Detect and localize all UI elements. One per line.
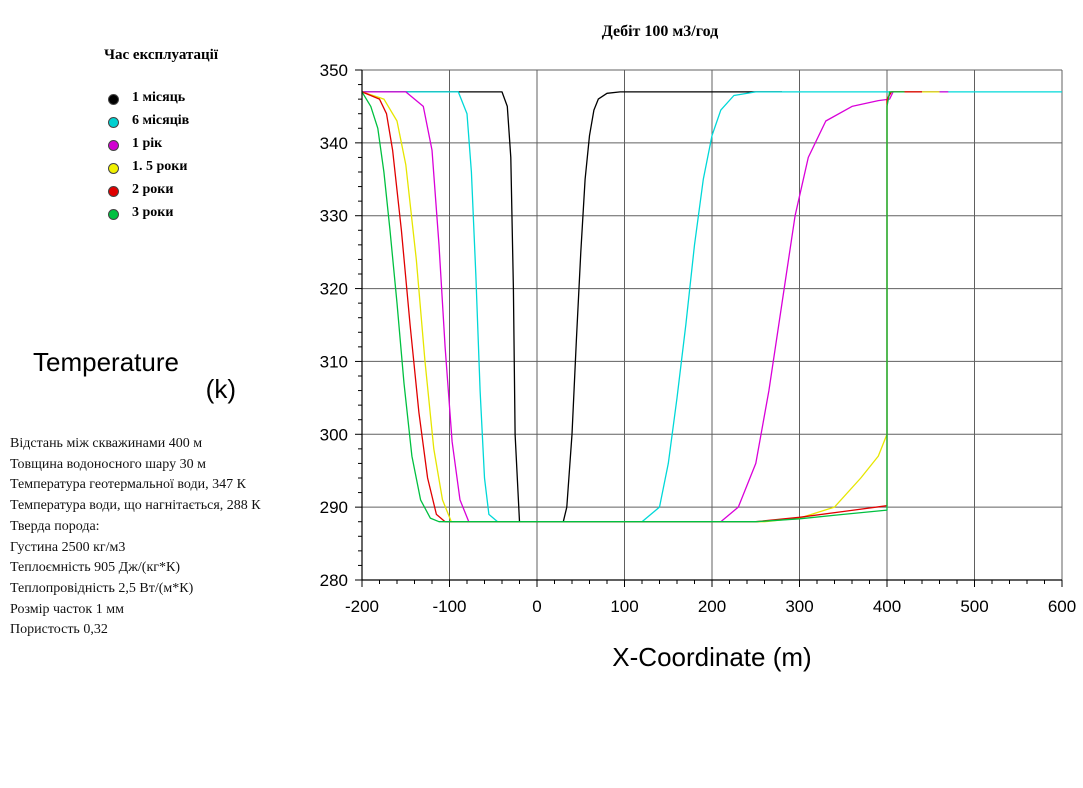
series-line-3 — [362, 91, 949, 523]
parameter-line: Теплопровідність 2,5 Вт/(м*К) — [10, 580, 194, 596]
legend-marker-icon — [108, 163, 119, 174]
x-axis-label: X-Coordinate (m) — [612, 642, 811, 672]
y-tick-label: 330 — [320, 207, 348, 226]
parameter-line: Пористость 0,32 — [10, 622, 108, 638]
parameter-line: Температура геотермальної води, 347 К — [10, 477, 246, 493]
x-tick-label: 200 — [698, 597, 726, 616]
series-line-6 — [361, 91, 905, 523]
x-tick-label: 100 — [610, 597, 638, 616]
x-tick-label: 600 — [1048, 597, 1076, 616]
y-tick-label: 340 — [320, 134, 348, 153]
x-tick-label: 500 — [960, 597, 988, 616]
legend-title: Час експлуатації — [104, 47, 219, 63]
legend-label: 1 рік — [132, 136, 163, 151]
chart-title: Дебіт 100 м3/год — [602, 23, 718, 40]
x-tick-label: 0 — [532, 597, 541, 616]
axes: -200 -100 0 100 200 300 400 500 600 280 290 300 310 3… — [320, 61, 1077, 616]
y-tick-label: 290 — [320, 498, 348, 517]
legend-label: 6 місяців — [132, 113, 190, 128]
x-tick-label: -100 — [432, 597, 466, 616]
legend-label: 1. 5 роки — [132, 159, 188, 174]
y-tick-label: 350 — [320, 61, 348, 80]
grid — [361, 69, 1063, 581]
legend-marker-icon — [108, 94, 119, 105]
legend-label: 1 місяць — [132, 90, 186, 105]
parameter-line: Густина 2500 кг/м3 — [10, 539, 126, 555]
x-tick-label: 300 — [785, 597, 813, 616]
legend-marker-icon — [108, 209, 119, 220]
legend-marker-icon — [108, 140, 119, 151]
series-lines — [361, 91, 1062, 523]
legend-label: 3 роки — [132, 205, 174, 220]
series-line-5 — [361, 91, 922, 523]
parameter-line: Товщина водоносного шару 30 м — [10, 456, 206, 472]
legend-label: 2 роки — [132, 182, 174, 197]
y-tick-label: 300 — [320, 425, 348, 444]
series-line-4 — [361, 91, 940, 523]
series-line-1 — [362, 91, 782, 523]
parameter-line: Тверда порода: — [10, 518, 100, 534]
legend-marker-icon — [108, 186, 119, 197]
parameter-line: Температура води, що нагнітається, 288 К — [10, 498, 261, 514]
y-tick-label: 280 — [320, 571, 348, 590]
parameters-panel: Відстань між скважинами 400 м Товщина вод… — [10, 434, 302, 641]
parameter-line: Теплоємність 905 Дж/(кг*К) — [10, 560, 180, 576]
parameter-line: Розмір часток 1 мм — [10, 601, 124, 617]
y-tick-label: 320 — [320, 280, 348, 299]
x-tick-label: 400 — [873, 597, 901, 616]
series-line-2 — [362, 91, 1062, 523]
y-tick-label: 310 — [320, 352, 348, 371]
x-tick-label: -200 — [345, 597, 379, 616]
y-axis-label-line2: (k) — [206, 374, 236, 404]
legend-marker-icon — [108, 117, 119, 128]
y-axis-label-line1: Temperature — [33, 347, 179, 377]
parameter-line: Відстань між скважинами 400 м — [10, 436, 203, 451]
